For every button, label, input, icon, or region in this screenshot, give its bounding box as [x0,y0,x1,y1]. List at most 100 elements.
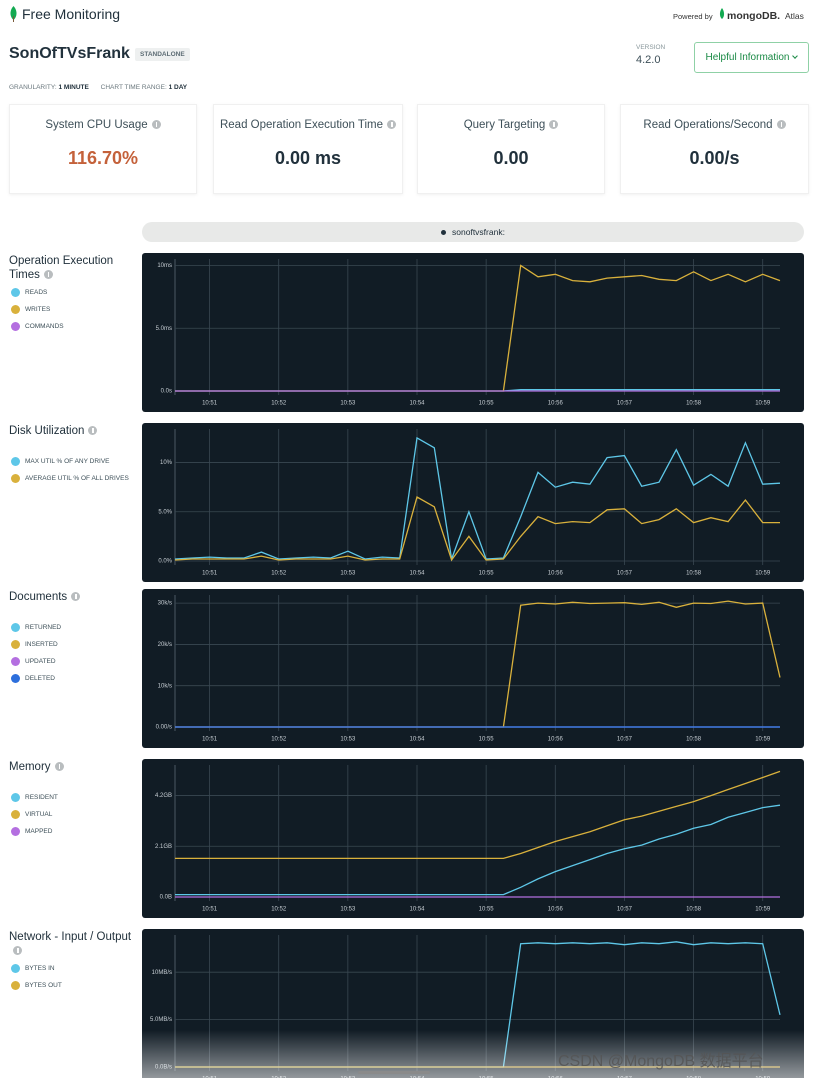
x-tick-label: 10:51 [202,401,218,407]
watermark: CSDN @MongoDB 数据平台 [558,1053,764,1070]
legend-item: BYTES OUT [11,981,131,990]
metric-card: Query Targeting 0.00 [417,104,605,194]
legend-label: DELETED [25,675,55,682]
legend-label: BYTES OUT [25,982,62,989]
series-line [175,770,781,860]
y-tick-label: 10MB/s [152,970,172,976]
metric-label: Read Operations/Second [643,119,773,131]
x-tick-label: 10:56 [548,737,564,743]
info-icon[interactable] [387,120,396,130]
powered-by: Powered by [673,12,713,21]
legend-label: WRITES [25,306,51,313]
scrollbar [358,1071,430,1074]
y-tick-label: 5.0ms [156,326,172,332]
y-tick-label: 10ms [157,263,172,269]
y-tick-label: 0.0B [160,895,172,901]
badge: STANDALONE [135,48,190,61]
info-icon[interactable] [88,426,98,436]
x-tick-label: 10:56 [548,571,564,577]
legend-dot [11,288,20,297]
y-tick-label: 0.00/s [156,725,172,731]
x-tick-label: 10:55 [479,401,495,407]
info-icon[interactable] [13,946,22,956]
x-tick-label: 10:53 [340,737,356,743]
legend-item: UPDATED [11,657,131,666]
metric-value: 116.70% [67,148,139,168]
version: 4.2.0 [636,54,661,66]
brand-product: Atlas [785,11,804,21]
legend-dot [11,640,20,649]
y-tick-label: 10k/s [158,683,172,689]
series-line [174,436,781,562]
app-title: Free Monitoring [22,6,121,22]
legend-item: AVERAGE UTIL % OF ALL DRIVES [11,474,131,483]
x-tick-label: 10:53 [340,401,356,407]
x-tick-label: 10:59 [755,571,771,577]
host-dot [441,229,447,235]
legend-dot [11,674,20,683]
x-tick-label: 10:59 [755,907,771,913]
legend-label: RESIDENT [25,794,58,801]
legend-item: RESIDENT [11,793,131,802]
chart-panel: 0.0% 5.0% 10% 10:51 10:52 10:53 10:54 10:55 10:5… [142,423,804,582]
chart-title-text: Documents [9,591,68,603]
metric-value: 0.00/s [689,148,740,168]
x-tick-label: 10:59 [755,401,771,407]
y-tick-label: 5.0% [158,509,172,515]
info-icon[interactable] [549,120,559,130]
info-icon[interactable] [54,762,64,772]
x-tick-label: 10:58 [686,737,702,743]
legend-label: BYTES IN [25,965,55,972]
y-tick-label: 5.0MB/s [150,1017,172,1023]
legend-dot [11,474,20,483]
x-tick-label: 10:53 [340,907,356,913]
legend-label: UPDATED [25,658,56,665]
legend-item: BYTES IN [11,964,131,973]
chart-title: Disk Utilization [9,424,134,438]
legend-dot [11,322,20,331]
x-tick-label: 10:57 [617,737,633,743]
x-tick-label: 10:56 [548,907,564,913]
metric-card: Read Operations/Second 0.00/s [620,104,809,194]
x-tick-label: 10:51 [202,737,218,743]
chart-panel: 0.0B 2.1GB 4.2GB 10:51 10:52 10:53 10:54 10:55 1… [142,759,804,918]
panel-bg [142,253,804,412]
legend-item: INSERTED [11,640,131,649]
legend-label: AVERAGE UTIL % OF ALL DRIVES [25,475,129,482]
info-icon[interactable] [71,592,81,602]
metric-label: Query Targeting [463,119,546,131]
info-icon[interactable] [43,270,53,280]
x-tick-label: 10:54 [409,737,425,743]
x-tick-label: 10:51 [202,571,218,577]
info-icon[interactable] [776,120,786,130]
legend-item: WRITES [11,305,131,314]
metric-label: System CPU Usage [45,119,148,131]
metric-value: 0.00 [493,148,529,168]
x-tick-label: 10:54 [409,907,425,913]
metric-label: Read Operation Execution Time [219,119,383,131]
x-tick-label: 10:54 [409,571,425,577]
leaf-icon [10,6,17,22]
x-tick-label: 10:54 [409,401,425,407]
chart-title-text: Memory [9,761,51,773]
legend-item: DELETED [11,674,131,683]
settings: GRANULARITY: 1 MINUTE CHART TIME RANGE: … [9,84,187,91]
x-tick-label: 10:58 [686,907,702,913]
legend-dot [11,964,20,973]
x-tick-label: 10:57 [617,907,633,913]
x-tick-label: 10:55 [479,571,495,577]
y-tick-label: 30k/s [158,601,172,607]
chart-panel: 0.0s 5.0ms 10ms 10:51 10:52 10:53 10:54 10:55 10… [142,253,804,412]
chart-title-text: Disk Utilization [9,425,85,437]
host-pill: sonoftvsfrank: [142,222,804,242]
x-tick-label: 10:58 [686,571,702,577]
setting-label: GRANULARITY: [9,84,57,91]
chart-title-text: Network - Input / Output [9,931,132,943]
panel-bg [142,759,804,918]
helpful-info-button[interactable]: Helpful Information [694,42,809,73]
chart-title-text: Operation Execution Times [9,255,114,281]
panel-bg [142,589,804,748]
info-icon[interactable] [151,120,161,130]
chart-panel: 0.00/s 10k/s 20k/s 30k/s 10:51 10:52 10:53 10:5… [142,589,804,748]
